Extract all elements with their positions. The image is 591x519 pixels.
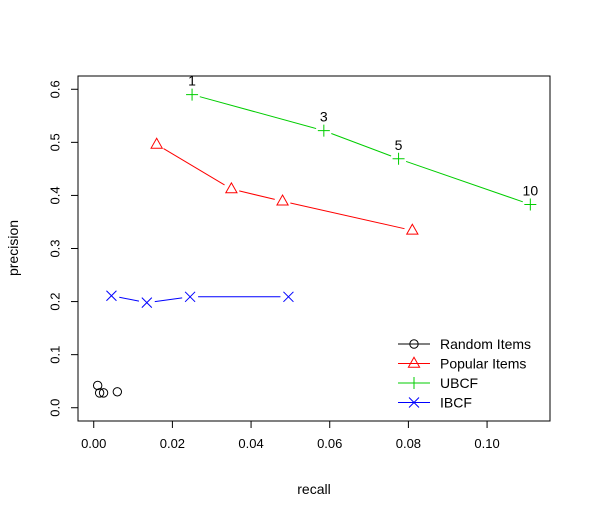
series-layer: 1 3 5 10 [92, 73, 538, 398]
x-tick-label: 0.00 [81, 436, 106, 451]
point-label: 10 [523, 182, 539, 198]
legend-marker [408, 397, 420, 408]
legend-label: Popular Items [440, 356, 526, 372]
data-point [94, 388, 105, 398]
data-point [150, 137, 164, 149]
series-line-segment [154, 297, 183, 303]
x-tick-label: 0.10 [474, 436, 499, 451]
y-tick-label: 0.2 [47, 293, 62, 311]
series-ibcf [106, 290, 294, 308]
data-point [224, 181, 238, 194]
x-tick-label: 0.06 [317, 436, 342, 451]
x-axis-label: recall [297, 481, 330, 497]
data-point [98, 388, 109, 398]
legend-marker [409, 339, 419, 349]
point-label: 3 [320, 109, 328, 125]
y-tick-label: 0.1 [47, 346, 62, 364]
legend-label: IBCF [440, 395, 472, 411]
legend-marker [408, 377, 420, 389]
y-tick-label: 0.4 [47, 186, 62, 204]
legend-item: Random Items [398, 336, 531, 352]
data-point [283, 291, 294, 303]
data-point [276, 194, 289, 206]
x-axis: 0.00 0.02 0.04 0.06 0.08 0.10 [81, 420, 500, 451]
legend: Random Items Popular Items UBCF IBCF [398, 336, 531, 411]
series-line-segment [290, 202, 405, 230]
y-axis: 0.0 0.1 0.2 0.3 0.4 0.5 0.6 [47, 80, 79, 417]
x-tick-label: 0.02 [160, 436, 185, 451]
legend-item: UBCF [398, 375, 478, 391]
data-point [184, 291, 196, 303]
y-tick-label: 0.0 [47, 399, 62, 417]
data-point [186, 88, 199, 101]
data-point [141, 297, 153, 308]
x-tick-label: 0.04 [238, 436, 263, 451]
legend-marker [407, 356, 421, 368]
y-tick-label: 0.5 [47, 133, 62, 151]
series-line-segment [331, 133, 392, 157]
series-random-items [92, 380, 123, 398]
series-line-segment [119, 296, 140, 302]
y-tick-label: 0.3 [47, 239, 62, 257]
data-point [405, 223, 419, 235]
legend-label: Random Items [440, 336, 531, 352]
series-line-segment [163, 148, 225, 186]
data-point [92, 380, 103, 391]
point-label: 5 [395, 137, 403, 153]
x-tick-label: 0.08 [396, 436, 421, 451]
data-point [317, 124, 330, 137]
legend-item: IBCF [398, 395, 472, 411]
data-point [112, 387, 123, 397]
y-axis-label: precision [5, 220, 21, 276]
series-ubcf: 1 3 5 10 [186, 73, 538, 211]
legend-label: UBCF [440, 375, 478, 391]
legend-item: Popular Items [398, 356, 526, 372]
series-popular-items [150, 137, 419, 235]
data-point [524, 198, 537, 211]
series-line-segment [239, 190, 275, 200]
data-point [106, 290, 117, 302]
data-point [392, 152, 405, 165]
series-line-segment [199, 96, 317, 130]
y-tick-label: 0.6 [47, 80, 62, 98]
point-label: 1 [188, 73, 196, 89]
series-line-segment [405, 160, 523, 203]
